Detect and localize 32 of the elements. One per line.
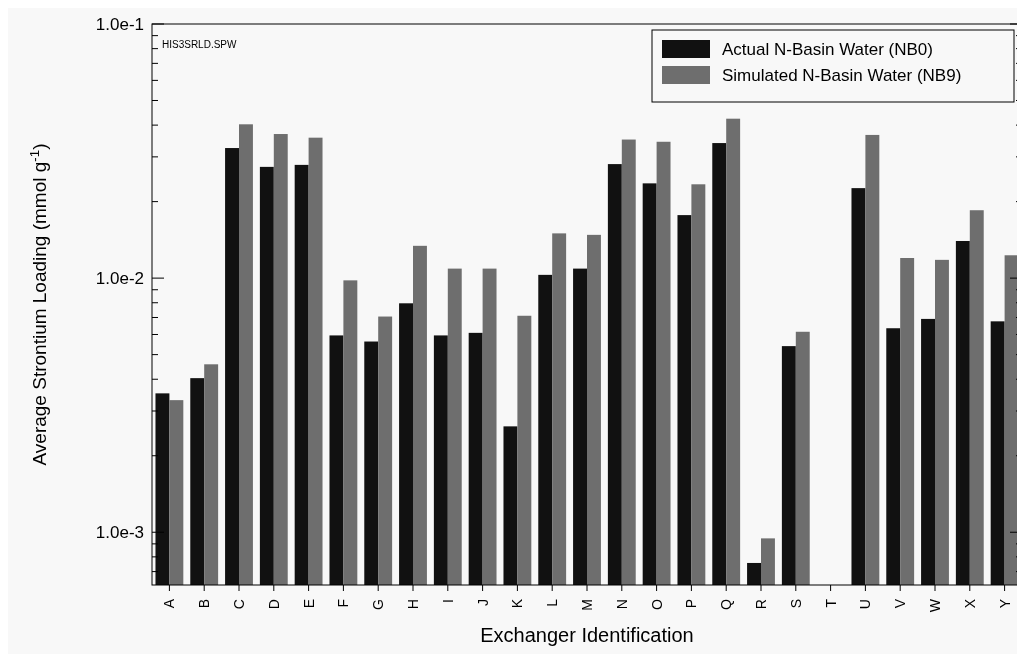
y-tick-label: 1.0e-2 bbox=[95, 269, 144, 289]
x-tick-label: A bbox=[161, 598, 178, 609]
x-tick-label: E bbox=[300, 599, 317, 609]
x-tick-label: M bbox=[578, 599, 595, 611]
x-tick-label: J bbox=[474, 599, 491, 606]
annotation: HIS3SRLD.SPW bbox=[162, 39, 238, 50]
x-tick-label: N bbox=[613, 599, 630, 610]
x-axis-title: Exchanger Identification bbox=[480, 624, 694, 646]
x-tick-label: G bbox=[370, 599, 387, 610]
x-tick-label: W bbox=[926, 598, 943, 613]
x-tick-label: L bbox=[544, 598, 561, 607]
x-tick-label: O bbox=[648, 598, 665, 610]
x-tick-label: K bbox=[509, 598, 526, 609]
x-tick-label: B bbox=[196, 599, 213, 609]
x-tick-label: F bbox=[335, 599, 352, 608]
x-tick-label: D bbox=[265, 599, 282, 610]
x-tick-label: C bbox=[230, 599, 247, 610]
x-tick-label: V bbox=[892, 598, 909, 609]
x-tick-label: X bbox=[961, 598, 978, 609]
x-tick-label: T bbox=[822, 598, 839, 608]
x-tick-label: R bbox=[752, 599, 769, 610]
legend-label: Simulated N-Basin Water (NB9) bbox=[722, 65, 962, 85]
x-tick-label: I bbox=[439, 599, 456, 603]
x-tick-label: Q bbox=[718, 598, 735, 610]
x-tick-label: U bbox=[857, 599, 874, 610]
y-tick-label: 1.0e-1 bbox=[95, 14, 144, 34]
legend-label: Actual N-Basin Water (NB0) bbox=[722, 39, 933, 59]
y-tick-label: 1.0e-3 bbox=[95, 523, 144, 543]
x-tick-label: P bbox=[683, 599, 700, 609]
x-tick-label: Y bbox=[996, 598, 1013, 609]
x-tick-label: H bbox=[404, 599, 421, 610]
x-tick-label: S bbox=[787, 599, 804, 609]
